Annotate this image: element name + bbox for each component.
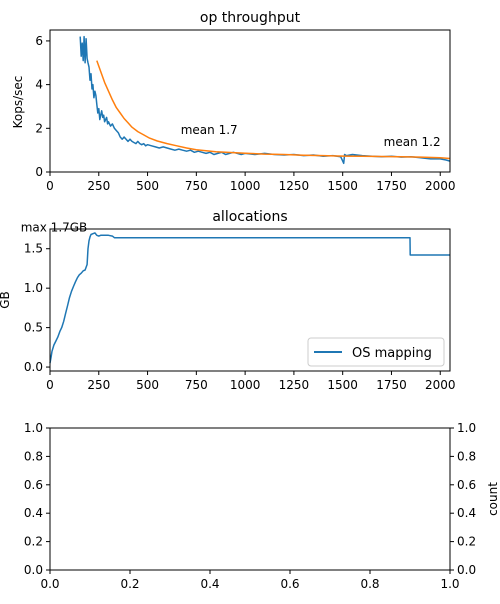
y-tick-label-2-2: 0.4 [24, 506, 43, 520]
x-tick-label-2-5: 1.0 [440, 577, 459, 591]
x-tick-label-1-1: 250 [87, 378, 110, 392]
x-tick-label-0-5: 1250 [279, 179, 310, 193]
axes-frame-2 [49, 427, 451, 571]
annotation-1-0: max 1.7GB [21, 220, 88, 234]
count-ylabel-right: count [486, 482, 500, 516]
x-tick-label-1-4: 1000 [230, 378, 261, 392]
y-tick-label-0-2: 4 [35, 78, 43, 92]
throughput-title: op throughput [200, 10, 301, 26]
x-tick-label-2-2: 0.4 [200, 577, 219, 591]
x-tick-label-0-1: 250 [87, 179, 110, 193]
allocations-plot-area: 0 250 500 750 1000 1250 1500 1750 2000 0.0 0.5 1.0 1… [21, 220, 456, 392]
axes-frame-0 [49, 29, 451, 173]
x-tick-label-0-6: 1500 [327, 179, 358, 193]
throughput-panel: op throughput Kops/sec 0 250 500 750 1000 125… [11, 10, 456, 193]
x-tick-label-2-3: 0.6 [280, 577, 299, 591]
x-tick-label-1-3: 750 [185, 378, 208, 392]
allocations-ylabel: GB [0, 291, 12, 309]
series-line-1-0 [49, 232, 450, 364]
y-tick-label-2-0: 0.0 [24, 563, 43, 577]
x-tick-label-2-0: 0.0 [40, 577, 59, 591]
y-tick-label-2-5: 1.0 [24, 421, 43, 435]
y-tick-label-1-2: 1.0 [24, 281, 43, 295]
x-tick-label-0-0: 0 [46, 179, 54, 193]
legend: OS mapping [307, 337, 445, 367]
x-tick-label-0-7: 1750 [376, 179, 407, 193]
legend-box [307, 337, 445, 367]
x-tick-label-0-4: 1000 [230, 179, 261, 193]
y2-tick-label-2-3: 0.6 [457, 478, 476, 492]
count-plot-area: 0.0 0.2 0.4 0.6 0.8 1.00.0 0.00.2 0.20.4 0.40.6 0… [24, 421, 476, 591]
y-tick-label-1-1: 0.5 [24, 321, 43, 335]
y2-tick-label-2-0: 0.0 [457, 563, 476, 577]
x-tick-label-1-6: 1500 [327, 378, 358, 392]
y-tick-label-2-4: 0.8 [24, 449, 43, 463]
allocations-panel: allocations GB 0 250 500 750 1000 1250 1500 175… [0, 209, 456, 392]
x-tick-label-0-3: 750 [185, 179, 208, 193]
x-tick-label-2-1: 0.2 [120, 577, 139, 591]
allocations-title: allocations [212, 209, 287, 225]
series-line-0-1 [96, 60, 451, 160]
x-tick-label-1-7: 1750 [376, 378, 407, 392]
x-tick-label-2-4: 0.8 [360, 577, 379, 591]
count-panel: count 0.0 0.2 0.4 0.6 0.8 1.00.0 0.00.2 0.20.4 0… [24, 421, 500, 591]
x-tick-label-1-8: 2000 [425, 378, 456, 392]
y-tick-label-0-1: 2 [35, 121, 43, 135]
y2-tick-label-2-5: 1.0 [457, 421, 476, 435]
annotation-0-0: mean 1.7 [181, 123, 238, 137]
legend-label-os-mapping: OS mapping [352, 346, 432, 361]
axes-frame-1 [49, 228, 451, 372]
y-tick-label-1-0: 0.0 [24, 360, 43, 374]
x-tick-label-0-8: 2000 [425, 179, 456, 193]
y-tick-label-0-3: 6 [35, 34, 43, 48]
y2-tick-label-2-2: 0.4 [457, 506, 476, 520]
y-tick-label-2-3: 0.6 [24, 478, 43, 492]
throughput-plot-area: 0 250 500 750 1000 1250 1500 1750 2000 0 2 4 6 mean 1… [35, 29, 456, 193]
x-tick-label-1-0: 0 [46, 378, 54, 392]
x-tick-label-0-2: 500 [136, 179, 159, 193]
y2-tick-label-2-4: 0.8 [457, 449, 476, 463]
x-tick-label-1-2: 500 [136, 378, 159, 392]
x-tick-label-1-5: 1250 [279, 378, 310, 392]
annotation-0-1: mean 1.2 [384, 135, 441, 149]
throughput-ylabel: Kops/sec [11, 76, 25, 129]
y-tick-label-2-1: 0.2 [24, 535, 43, 549]
y-tick-label-0-0: 0 [35, 165, 43, 179]
y2-tick-label-2-1: 0.2 [457, 535, 476, 549]
y-tick-label-1-3: 1.5 [24, 242, 43, 256]
